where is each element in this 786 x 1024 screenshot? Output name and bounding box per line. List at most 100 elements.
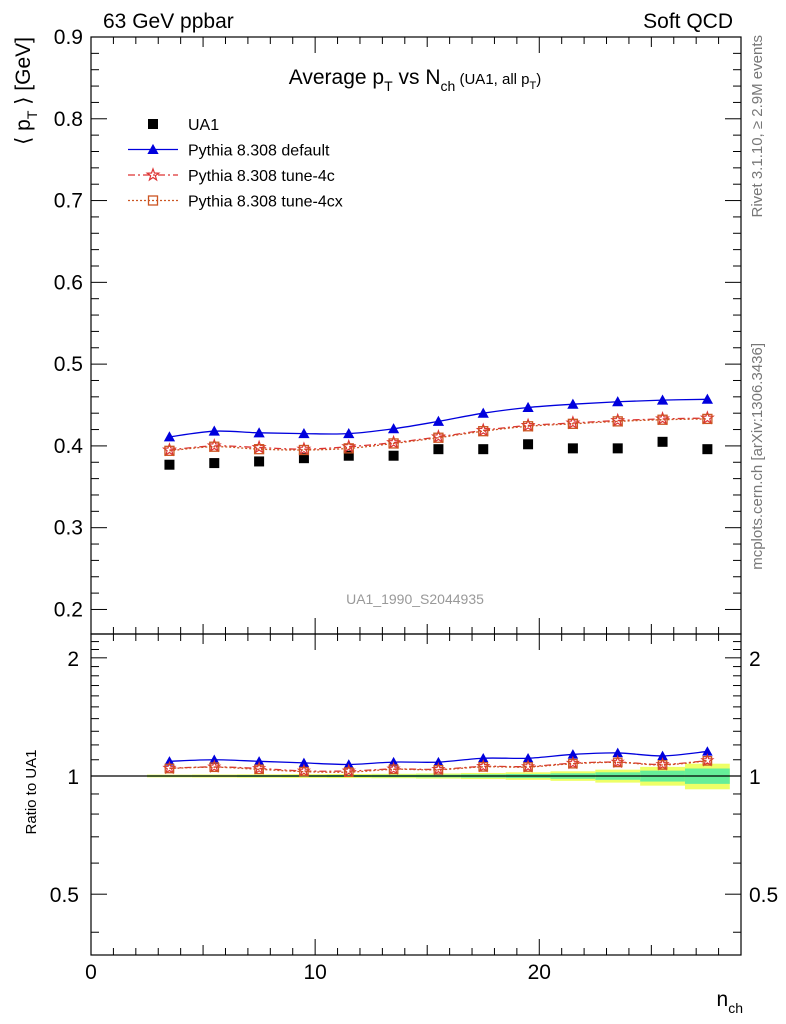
ratio-data-point (657, 750, 668, 761)
ratio-data-point (343, 767, 354, 777)
legend: UA1 Pythia 8.308 default Pythia 8.308 tune… (128, 117, 343, 211)
rivet-info: Rivet 3.1.10, ≥ 2.9M events (749, 35, 766, 218)
data-point (701, 393, 714, 404)
main-ylabel: ⟨ pT ⟩ [GeV] (12, 37, 40, 145)
legend-marker (145, 167, 161, 182)
data-point (388, 438, 399, 449)
data-point (702, 444, 713, 455)
ratio-data-point (478, 762, 489, 772)
ratio-data-point (298, 757, 310, 768)
data-point (298, 453, 309, 464)
data-point (163, 431, 176, 442)
data-point (387, 423, 400, 434)
data-point (433, 432, 444, 443)
ratio-data-point (568, 758, 578, 769)
y-tick-label: 0.4 (54, 435, 84, 458)
y-tick-label: 0.8 (54, 108, 83, 131)
ratio-data-point (702, 755, 713, 766)
y-tick-label: 0.5 (54, 353, 83, 376)
ratio-data-point (702, 746, 713, 756)
data-point (298, 428, 310, 439)
legend-label: Pythia 8.308 default (188, 143, 330, 160)
ratio-ylabel: Ratio to UA1 (23, 749, 40, 834)
ratio-data-point (253, 756, 265, 766)
legend-label: Pythia 8.308 tune-4c (188, 168, 335, 185)
legend-marker (147, 195, 159, 206)
header-left: 63 GeV ppbar (103, 10, 234, 33)
data-point (477, 407, 489, 418)
legend-label: UA1 (188, 117, 219, 134)
x-tick-label: 10 (303, 961, 326, 984)
data-point (343, 428, 355, 439)
x-axis-label: nch (717, 988, 743, 1016)
ratio-data-point (657, 760, 668, 770)
y-tick-label: 0.3 (54, 517, 83, 540)
ratio-data-point (433, 756, 444, 767)
ratio-data-point (299, 766, 309, 777)
main-ticks: 0.2 0.3 0.4 0.5 0.6 0.7 0.8 0.9 (54, 26, 742, 634)
series-line (169, 417, 708, 451)
y-tick-label: 0.7 (54, 190, 83, 213)
data-point (298, 444, 310, 456)
ratio-y-tick-label: 1 (67, 766, 79, 789)
ratio-series (162, 746, 715, 778)
data-point (612, 443, 623, 454)
data-point (612, 396, 624, 407)
data-point (567, 398, 579, 409)
main-series (161, 393, 715, 470)
data-point (208, 425, 220, 436)
ratio-data-point (612, 747, 623, 758)
ratio-data-point (388, 764, 399, 775)
ratio-frame (90, 633, 742, 956)
ratio-data-point (209, 762, 220, 773)
y-tick-label: 0.9 (54, 26, 83, 49)
y-tick-label: 0.2 (54, 598, 83, 621)
data-point (478, 426, 489, 437)
data-point (164, 445, 175, 456)
ratio-y-tick-label-right: 2 (749, 648, 761, 671)
legend-marker (147, 143, 159, 154)
data-point (478, 444, 489, 455)
ratio-series-line (169, 760, 708, 773)
ratio-data-point (254, 764, 264, 775)
data-point (433, 444, 444, 455)
ratio-y-tick-label-right: 1 (749, 766, 761, 789)
data-point (343, 443, 354, 454)
analysis-tag: UA1_1990_S2044935 (346, 591, 484, 607)
data-point (209, 441, 220, 452)
ratio-data-point (612, 757, 623, 768)
data-point (657, 414, 668, 425)
data-point (253, 444, 265, 455)
y-tick-label: 0.6 (54, 271, 83, 294)
data-point (388, 450, 399, 461)
data-point (702, 413, 713, 425)
data-point (343, 450, 354, 461)
legend-marker (148, 119, 158, 129)
ratio-panel: 0.5 0.51 12 20 10 20 Ratio to UA1 nch (23, 633, 778, 1016)
ratio-data-point (209, 754, 220, 764)
data-point (523, 439, 534, 450)
data-point (209, 458, 220, 469)
data-point (657, 436, 668, 447)
data-point (612, 416, 623, 427)
legend-label: Pythia 8.308 tune-4cx (188, 194, 343, 211)
ratio-y-tick-label: 2 (67, 648, 79, 671)
ratio-y-tick-label: 0.5 (50, 884, 79, 907)
data-point (254, 456, 265, 467)
ratio-y-tick-label-right: 0.5 (749, 884, 778, 907)
data-point (253, 427, 265, 438)
data-point (567, 443, 578, 454)
main-title: Average pT vs Nch (UA1, all pT) (289, 66, 542, 94)
ratio-data-point (433, 764, 444, 775)
x-tick-label: 20 (528, 961, 551, 984)
ratio-data-point (164, 763, 175, 774)
mcplots-info: mcplots.cern.ch [arXiv:1306.3436] (749, 343, 766, 570)
ratio-ticks: 0.5 0.51 12 20 10 20 (50, 634, 778, 984)
ratio-data-point (567, 749, 579, 759)
data-point (522, 401, 534, 412)
data-point (522, 421, 534, 432)
ratio-data-point (477, 752, 489, 763)
series-line (169, 418, 708, 452)
data-point (656, 394, 669, 405)
